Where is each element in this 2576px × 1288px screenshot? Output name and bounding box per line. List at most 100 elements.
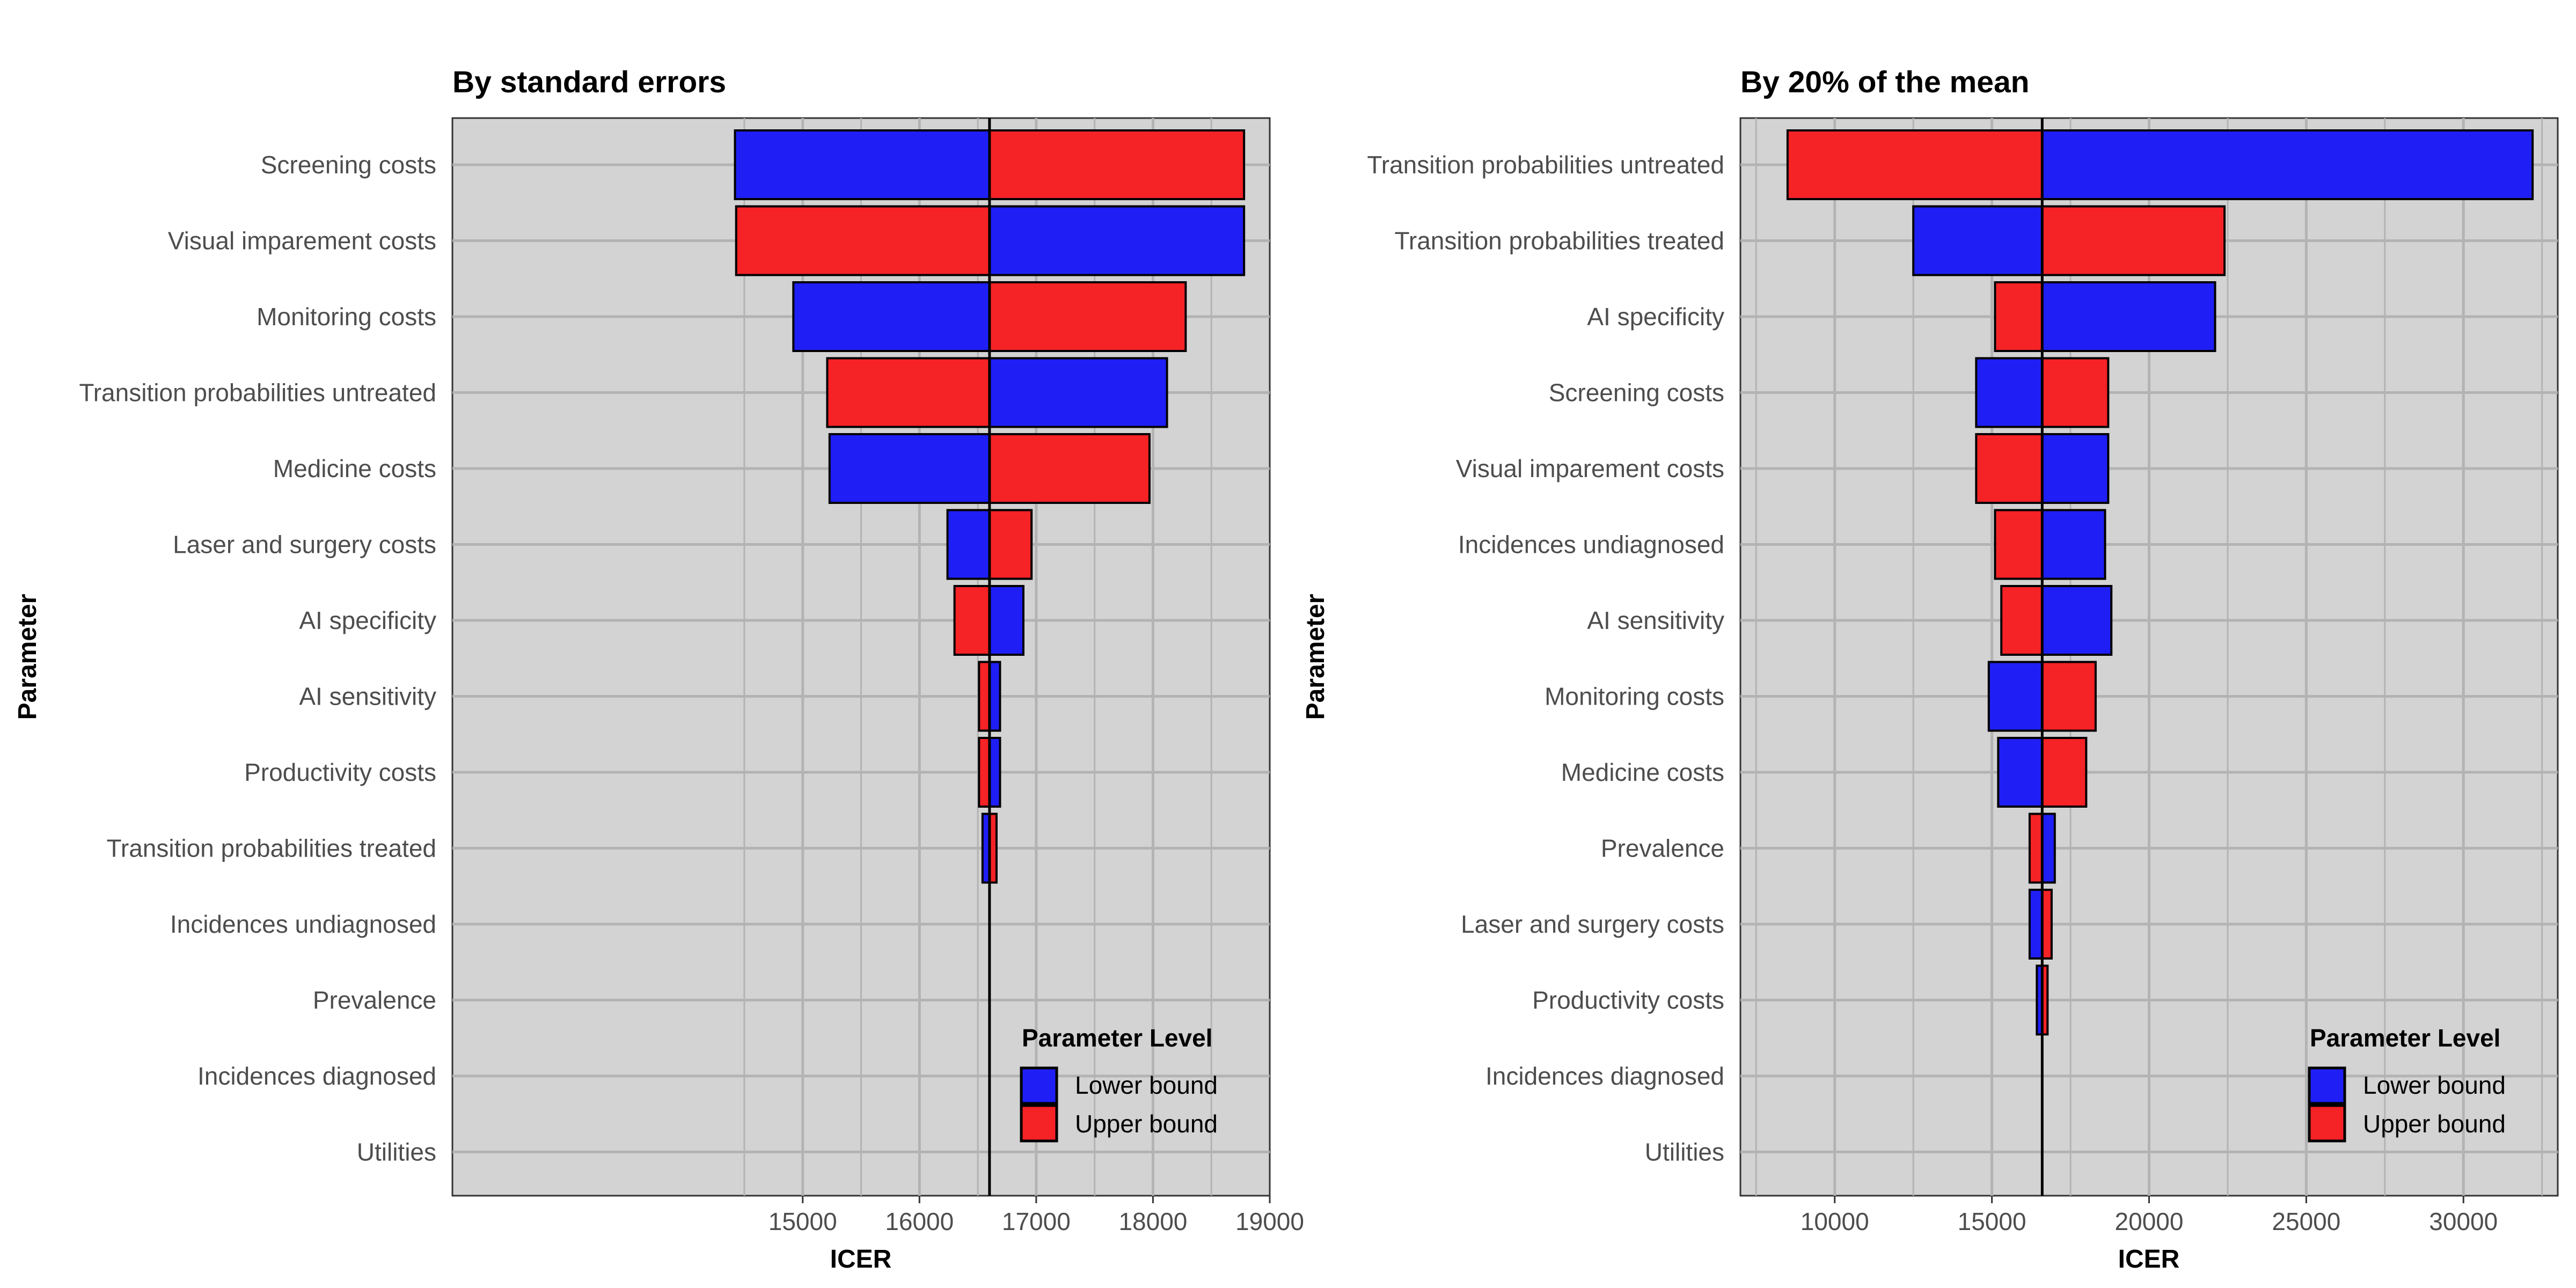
bar-upper-bound-3 <box>988 281 1187 352</box>
bar-upper-bound-7 <box>953 585 991 656</box>
x-tick-label: 17000 <box>1002 1208 1071 1235</box>
category-label: AI specificity <box>299 606 436 634</box>
bar-upper-bound-8 <box>978 661 991 732</box>
legend-label-lower: Lower bound <box>1075 1071 1218 1099</box>
bar-upper-bound-6 <box>988 509 1033 580</box>
bar-lower-bound-5 <box>2041 433 2110 504</box>
bar-lower-bound-10 <box>2041 813 2056 884</box>
category-label: Transition probabilities treated <box>1394 227 1724 255</box>
category-label: Transition probabilities untreated <box>79 379 436 407</box>
legend-20pct-mean: Parameter Level Lower bound Upper bound <box>2308 1024 2506 1143</box>
bar-lower-bound-11 <box>2028 889 2044 960</box>
x-axis-title-standard-errors: ICER <box>830 1245 892 1274</box>
category-label: Incidences undiagnosed <box>170 910 436 938</box>
category-label: Medicine costs <box>1561 758 1724 786</box>
bar-lower-bound-4 <box>1975 357 2044 428</box>
bar-lower-bound-7 <box>988 585 1024 656</box>
category-label: Screening costs <box>1549 379 1724 407</box>
legend-key-upper <box>1020 1104 1058 1143</box>
bar-upper-bound-1 <box>988 129 1246 200</box>
chart-panel-standard-errors: Screening costs Visual imparement costs Mo… <box>13 65 1304 1274</box>
bar-upper-bound-11 <box>2041 889 2053 960</box>
bar-lower-bound-5 <box>828 433 991 504</box>
x-tick-label: 19000 <box>1235 1208 1304 1235</box>
category-labels-20pct-mean: Transition probabilities untreated Transi… <box>1367 151 1724 1166</box>
category-label: Prevalence <box>313 986 436 1014</box>
bar-lower-bound-8 <box>988 661 1001 732</box>
category-label: Laser and surgery costs <box>173 531 436 559</box>
legend-label-upper: Upper bound <box>2363 1110 2506 1138</box>
x-tick-label: 10000 <box>1801 1208 1869 1235</box>
category-label: Visual imparement costs <box>1456 455 1724 482</box>
category-label: Monitoring costs <box>257 303 436 331</box>
y-axis-title-standard-errors: Parameter <box>13 594 42 720</box>
category-label: Monitoring costs <box>1545 683 1724 711</box>
bar-lower-bound-2 <box>1912 205 2044 276</box>
bar-upper-bound-8 <box>2041 661 2097 732</box>
x-tick-labels-standard-errors: 15000 16000 17000 18000 19000 <box>769 1196 1304 1235</box>
x-tick-label: 16000 <box>885 1208 954 1235</box>
bar-upper-bound-6 <box>1994 509 2044 580</box>
category-label: AI sensitivity <box>299 683 436 711</box>
bar-upper-bound-2 <box>2041 205 2226 276</box>
legend-key-upper <box>2308 1104 2346 1143</box>
category-label: Utilities <box>357 1138 436 1166</box>
category-label: Prevalence <box>1601 835 1724 862</box>
category-label: Transition probabilities untreated <box>1367 151 1724 179</box>
x-tick-label: 18000 <box>1118 1208 1187 1235</box>
category-label: AI sensitivity <box>1587 606 1724 634</box>
legend-key-lower <box>1020 1066 1058 1105</box>
y-axis-title-20pct-mean: Parameter <box>1301 594 1330 720</box>
x-tick-label: 30000 <box>2429 1208 2498 1235</box>
x-tick-label: 15000 <box>769 1208 837 1235</box>
bar-upper-bound-9 <box>978 737 991 808</box>
chart-title-standard-errors: By standard errors <box>452 65 726 99</box>
x-axis-title-20pct-mean: ICER <box>2118 1245 2180 1274</box>
legend-label-lower: Lower bound <box>2363 1071 2506 1099</box>
bar-upper-bound-7 <box>2000 585 2044 656</box>
category-label: Screening costs <box>261 151 436 179</box>
bar-lower-bound-6 <box>2041 509 2106 580</box>
x-tick-label: 15000 <box>1958 1208 2026 1235</box>
legend-standard-errors: Parameter Level Lower bound Upper bound <box>1020 1024 1218 1143</box>
bar-lower-bound-8 <box>1987 661 2044 732</box>
category-label: Incidences undiagnosed <box>1458 531 1724 559</box>
category-label: Productivity costs <box>244 758 436 786</box>
category-label: Medicine costs <box>273 455 436 482</box>
bar-upper-bound-9 <box>2041 737 2088 808</box>
bar-lower-bound-3 <box>2041 281 2216 352</box>
chart-panel-20pct-mean: Transition probabilities untreated Transi… <box>1301 65 2559 1274</box>
bar-upper-bound-4 <box>2041 357 2110 428</box>
bar-lower-bound-2 <box>988 205 1246 276</box>
category-label: Incidences diagnosed <box>1485 1062 1724 1090</box>
category-label: AI specificity <box>1587 303 1724 331</box>
bar-upper-bound-10 <box>2028 813 2044 884</box>
bar-lower-bound-1 <box>2041 129 2534 200</box>
bars-standard-errors <box>734 129 1246 884</box>
legend-title: Parameter Level <box>2310 1024 2500 1052</box>
legend-title: Parameter Level <box>1022 1024 1212 1052</box>
category-labels-standard-errors: Screening costs Visual imparement costs Mo… <box>79 151 436 1166</box>
bar-lower-bound-3 <box>792 281 991 352</box>
bar-lower-bound-1 <box>734 129 991 200</box>
x-tick-label: 25000 <box>2272 1208 2340 1235</box>
grid-lines-20pct-mean <box>1740 118 2558 1196</box>
bar-lower-bound-4 <box>988 357 1168 428</box>
bar-lower-bound-9 <box>1997 737 2044 808</box>
bar-upper-bound-1 <box>1786 129 2044 200</box>
category-label: Incidences diagnosed <box>197 1062 436 1090</box>
bar-lower-bound-7 <box>2041 585 2113 656</box>
bar-upper-bound-2 <box>735 205 991 276</box>
bar-upper-bound-3 <box>1994 281 2044 352</box>
category-label: Visual imparement costs <box>168 227 436 255</box>
x-tick-label: 20000 <box>2115 1208 2184 1235</box>
category-label: Productivity costs <box>1532 986 1724 1014</box>
legend-label-upper: Upper bound <box>1075 1110 1218 1138</box>
bar-upper-bound-5 <box>988 433 1151 504</box>
legend-key-lower <box>2308 1066 2346 1105</box>
category-label: Utilities <box>1645 1138 1724 1166</box>
bar-lower-bound-9 <box>988 737 1001 808</box>
chart-title-20pct-mean: By 20% of the mean <box>1740 65 2030 99</box>
category-label: Laser and surgery costs <box>1461 910 1724 938</box>
bar-upper-bound-4 <box>826 357 991 428</box>
